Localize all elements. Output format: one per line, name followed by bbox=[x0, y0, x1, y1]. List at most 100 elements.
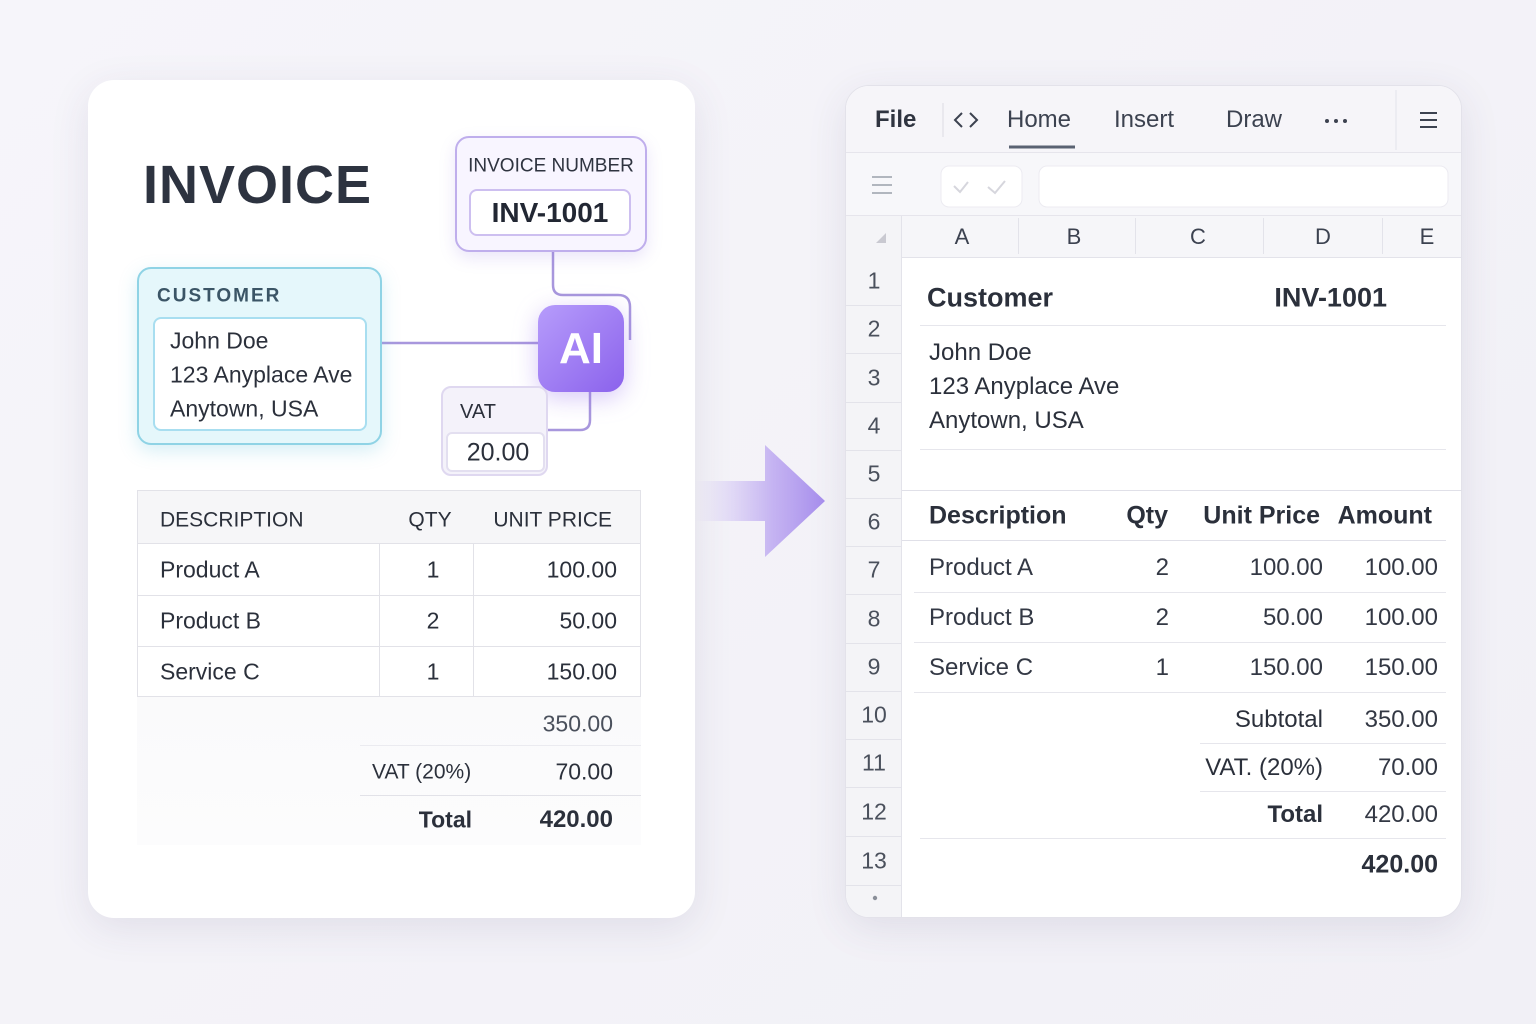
row-header-divider bbox=[846, 402, 901, 403]
invoice-number-field bbox=[469, 189, 631, 236]
vat-value: 20.00 bbox=[466, 438, 530, 467]
row-number: 4 bbox=[867, 412, 881, 439]
more-rows-dot bbox=[872, 895, 878, 901]
select-all-corner bbox=[876, 233, 886, 243]
vat-label: VAT bbox=[460, 401, 496, 423]
row-number: 2 bbox=[867, 315, 881, 342]
row-number: 11 bbox=[862, 749, 886, 776]
row-header-bar bbox=[846, 216, 902, 917]
summary-label: VAT. (20%) bbox=[1205, 753, 1323, 781]
sheet-cell: 100.00 bbox=[1364, 604, 1438, 631]
sheet-divider bbox=[902, 540, 1446, 541]
table-cell: 50.00 bbox=[559, 607, 617, 634]
sheet-table-header: Description bbox=[929, 501, 1067, 530]
column-header: D bbox=[1315, 224, 1331, 249]
column-header: B bbox=[1066, 224, 1082, 249]
customer-line: Anytown, USA bbox=[929, 407, 1084, 434]
customer-line: 123 Anyplace Ave bbox=[170, 361, 353, 388]
sheet-divider bbox=[914, 642, 1446, 643]
menu-item[interactable]: Insert bbox=[1114, 106, 1175, 133]
summary-divider bbox=[360, 795, 641, 796]
row-header-divider bbox=[846, 691, 901, 692]
sheet-table-header: Amount bbox=[1337, 501, 1432, 530]
menu-item[interactable]: Draw bbox=[1226, 106, 1283, 133]
summary-value: 350.00 bbox=[1364, 706, 1438, 733]
row-header-divider bbox=[846, 498, 901, 499]
row-header-divider bbox=[846, 787, 901, 788]
sheet-cell: 150.00 bbox=[1249, 654, 1323, 681]
column-divider bbox=[1382, 218, 1383, 254]
ai-badge: AI bbox=[559, 324, 603, 373]
customer-line: John Doe bbox=[929, 339, 1032, 366]
sheet-divider bbox=[914, 692, 1446, 693]
invoice-number-value: INV-1001 bbox=[491, 197, 609, 228]
row-number: 6 bbox=[867, 508, 881, 535]
sheet-divider bbox=[920, 838, 1446, 839]
check-icons bbox=[953, 180, 1006, 195]
column-header-bar bbox=[846, 216, 1461, 258]
table-row-divider bbox=[138, 646, 640, 647]
row-header-divider bbox=[846, 546, 901, 547]
sheet-cell: 50.00 bbox=[1262, 604, 1323, 631]
ai-badge-bg bbox=[538, 305, 624, 392]
invoice-number: INV-1001 bbox=[1274, 282, 1387, 313]
invoice-number-label: INVOICE NUMBER bbox=[468, 155, 634, 177]
table-header: QTY bbox=[408, 508, 452, 532]
sheet-divider bbox=[1200, 743, 1446, 744]
row-number: 3 bbox=[867, 364, 881, 390]
menu-icon bbox=[1420, 112, 1437, 128]
row-header-divider bbox=[846, 836, 901, 837]
subtotal-value: 350.00 bbox=[542, 710, 613, 737]
summary-value: 420.00 bbox=[1364, 801, 1438, 828]
customer-line: 123 Anyplace Ave bbox=[929, 373, 1120, 400]
table-row-divider bbox=[138, 595, 640, 596]
sheet-cell: 100.00 bbox=[1364, 554, 1438, 581]
sheet-divider bbox=[920, 449, 1446, 450]
vat-field bbox=[446, 432, 545, 472]
sheet-cell: Service C bbox=[929, 654, 1034, 681]
formula-input bbox=[1038, 165, 1449, 208]
row-header-divider bbox=[846, 739, 901, 740]
row-number: 9 bbox=[867, 653, 881, 680]
table-cell: 1 bbox=[426, 658, 440, 685]
table-cell: 1 bbox=[426, 556, 440, 583]
vat-row-label: VAT (20%) bbox=[372, 760, 472, 784]
sheet-menu-icon bbox=[872, 176, 892, 194]
sheet-cell: 150.00 bbox=[1364, 654, 1438, 681]
sheet-divider bbox=[920, 325, 1446, 326]
summary-area bbox=[137, 697, 641, 845]
invoice-table-header bbox=[138, 491, 640, 544]
sheet-cell: 2 bbox=[1155, 554, 1169, 581]
menu-item[interactable]: Home bbox=[1007, 106, 1072, 133]
sheet-cell: Product A bbox=[929, 554, 1034, 581]
summary-label: Total bbox=[1267, 801, 1323, 828]
sheet-table-header: Unit Price bbox=[1203, 501, 1320, 530]
sheet-cell: 100.00 bbox=[1249, 554, 1323, 581]
sheet-divider bbox=[914, 592, 1446, 593]
row-number: 5 bbox=[867, 460, 881, 487]
table-cell: Product A bbox=[160, 556, 260, 583]
column-divider bbox=[1135, 218, 1136, 254]
row-number: 13 bbox=[861, 847, 887, 873]
row-header-divider bbox=[846, 450, 901, 451]
sheet-table-header: Qty bbox=[1126, 501, 1168, 530]
more-icon bbox=[1325, 119, 1347, 123]
row-header-divider bbox=[846, 353, 901, 354]
table-divider bbox=[473, 544, 474, 697]
table-cell: 150.00 bbox=[546, 658, 617, 685]
grand-total: 420.00 bbox=[1361, 850, 1438, 879]
customer-header: Customer bbox=[927, 282, 1054, 313]
customer-line: Anytown, USA bbox=[170, 395, 319, 422]
table-header: UNIT PRICE bbox=[493, 508, 612, 532]
customer-field bbox=[153, 317, 367, 431]
row-number: 10 bbox=[861, 701, 887, 728]
menu-item[interactable]: File bbox=[875, 106, 917, 133]
invoice-title: INVOICE bbox=[143, 155, 373, 215]
summary-label: Subtotal bbox=[1234, 706, 1323, 733]
vat-row-value: 70.00 bbox=[555, 758, 613, 785]
row-header-divider bbox=[846, 594, 901, 595]
menu-bar bbox=[846, 86, 1461, 153]
total-label: Total bbox=[418, 806, 472, 833]
